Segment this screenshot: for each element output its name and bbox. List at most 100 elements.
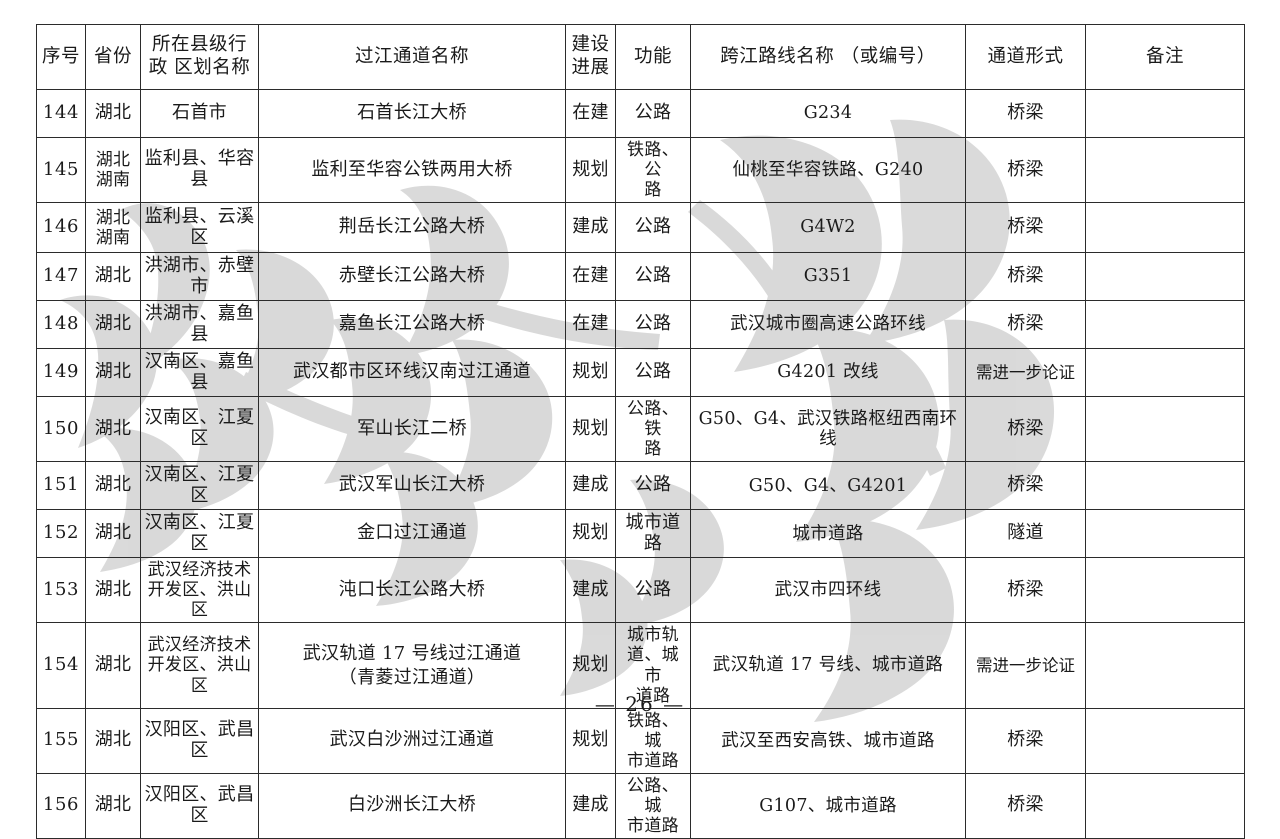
cell-form: 桥梁 bbox=[965, 461, 1086, 511]
cell-province: 湖北 湖南 bbox=[85, 136, 141, 204]
cell-progress: 规划 bbox=[565, 136, 616, 204]
cell-crossing-name: 金口过江通道 bbox=[258, 509, 566, 559]
header-progress: 建设 进展 bbox=[565, 24, 616, 90]
header-seq: 序号 bbox=[36, 24, 86, 90]
cell-progress: 规划 bbox=[565, 509, 616, 559]
cell-route: G50、G4、武汉铁路枢纽西南环线 bbox=[690, 396, 966, 463]
cell-crossing-name: 沌口长江公路大桥 bbox=[258, 557, 566, 624]
cell-remark bbox=[1085, 252, 1245, 302]
cell-progress: 规划 bbox=[565, 707, 616, 774]
cell-form: 桥梁 bbox=[965, 707, 1086, 774]
cell-crossing-name: 荆岳长江公路大桥 bbox=[258, 202, 566, 254]
header-county-line2: 区划名称 bbox=[174, 57, 251, 78]
cell-seq: 155 bbox=[36, 707, 86, 774]
cell-crossing-name: 武汉轨道 17 号线过江通道 （青菱过江通道） bbox=[258, 622, 566, 709]
table-row: 155 湖北 汉阳区、武昌区 武汉白沙洲过江通道 规划 铁路、城 市道路 武汉至西安高铁、城市… bbox=[36, 707, 1245, 774]
cell-function: 公路、城 市道路 bbox=[615, 772, 691, 839]
header-function: 功能 bbox=[615, 24, 691, 90]
cell-progress: 在建 bbox=[565, 300, 616, 350]
table-row: 146 湖北 湖南 监利县、云溪区 荆岳长江公路大桥 建成 公路 G4W2 桥梁 bbox=[36, 202, 1245, 254]
cell-route: G4201 改线 bbox=[690, 348, 966, 398]
cell-function: 公路 bbox=[615, 348, 691, 398]
cell-province: 湖北 bbox=[85, 772, 141, 839]
table-row: 144 湖北 石首市 石首长江大桥 在建 公路 G234 桥梁 bbox=[36, 89, 1245, 138]
cell-progress: 规划 bbox=[565, 396, 616, 463]
header-county-line1: 所在县级行政 bbox=[148, 34, 247, 78]
table-row: 145 湖北 湖南 监利县、华容县 监利至华容公铁两用大桥 规划 铁路、公路仙桃至华容铁路、… bbox=[36, 136, 1245, 204]
cell-province: 湖北 bbox=[85, 707, 141, 774]
cell-seq: 149 bbox=[36, 348, 86, 398]
cell-progress: 建成 bbox=[565, 772, 616, 839]
table-row: 156 湖北 汉阳区、武昌区 白沙洲长江大桥 建成 公路、城 市道路 G107、城市道路 桥梁 bbox=[36, 772, 1245, 839]
cell-remark bbox=[1085, 89, 1245, 138]
cell-province: 湖北 bbox=[85, 461, 141, 511]
cell-county: 汉南区、嘉鱼县 bbox=[140, 348, 259, 398]
table-row: 152 湖北 汉南区、江夏区 金口过江通道 规划 城市道路 城市道路 隧道 bbox=[36, 509, 1245, 559]
cell-remark bbox=[1085, 348, 1245, 398]
cell-province: 湖北 湖南 bbox=[85, 202, 141, 254]
cell-crossing-name: 军山长江二桥 bbox=[258, 396, 566, 463]
cell-form: 桥梁 bbox=[965, 252, 1086, 302]
cell-crossing-name: 石首长江大桥 bbox=[258, 89, 566, 138]
cell-form: 桥梁 bbox=[965, 557, 1086, 624]
cell-seq: 152 bbox=[36, 509, 86, 559]
cell-form: 桥梁 bbox=[965, 136, 1086, 204]
cell-county: 监利县、华容县 bbox=[140, 136, 259, 204]
cell-county: 汉南区、江夏区 bbox=[140, 396, 259, 463]
cell-progress: 建成 bbox=[565, 202, 616, 254]
cell-seq: 150 bbox=[36, 396, 86, 463]
cell-seq: 147 bbox=[36, 252, 86, 302]
cell-crossing-name: 武汉白沙洲过江通道 bbox=[258, 707, 566, 774]
cell-province: 湖北 bbox=[85, 300, 141, 350]
cell-seq: 154 bbox=[36, 622, 86, 709]
header-county: 所在县级行政 区划名称 bbox=[140, 24, 259, 90]
cell-form: 需进一步论证 bbox=[965, 348, 1086, 398]
header-route-line2: （或编号） bbox=[840, 45, 936, 67]
cell-route: 武汉市四环线 bbox=[690, 557, 966, 624]
cell-remark bbox=[1085, 707, 1245, 774]
cell-route: 城市道路 bbox=[690, 509, 966, 559]
cell-form: 桥梁 bbox=[965, 300, 1086, 350]
cell-remark bbox=[1085, 300, 1245, 350]
cell-seq: 145 bbox=[36, 136, 86, 204]
cell-remark bbox=[1085, 202, 1245, 254]
cell-remark bbox=[1085, 557, 1245, 624]
header-progress-line2: 进展 bbox=[571, 57, 610, 78]
cell-county: 汉南区、江夏区 bbox=[140, 509, 259, 559]
table-row: 148 湖北 洪湖市、嘉鱼县 嘉鱼长江公路大桥 在建 公路 武汉城市圈高速公路环线 桥梁 bbox=[36, 300, 1245, 350]
cell-progress: 规划 bbox=[565, 348, 616, 398]
cell-form: 桥梁 bbox=[965, 772, 1086, 839]
table-row: 151 湖北 汉南区、江夏区 武汉军山长江大桥 建成 公路 G50、G4、G4201 桥梁 bbox=[36, 461, 1245, 511]
cell-route: G50、G4、G4201 bbox=[690, 461, 966, 511]
cell-seq: 151 bbox=[36, 461, 86, 511]
cell-remark bbox=[1085, 396, 1245, 463]
cell-function: 公路 bbox=[615, 89, 691, 138]
table-body: 144 湖北 石首市 石首长江大桥 在建 公路 G234 桥梁 145 湖北 湖南 监利县、华容县 监利… bbox=[36, 89, 1245, 839]
cell-route: G234 bbox=[690, 89, 966, 138]
header-route-line1: 跨江路线名称 bbox=[720, 45, 835, 67]
cell-progress: 在建 bbox=[565, 252, 616, 302]
cell-route: 武汉至西安高铁、城市道路 bbox=[690, 707, 966, 774]
cell-province: 湖北 bbox=[85, 557, 141, 624]
cell-function: 铁路、城 市道路 bbox=[615, 707, 691, 774]
cell-county: 汉阳区、武昌区 bbox=[140, 707, 259, 774]
cell-seq: 146 bbox=[36, 202, 86, 254]
cell-form: 桥梁 bbox=[965, 202, 1086, 254]
cell-function: 城市道路 bbox=[615, 509, 691, 559]
river-crossing-table: 序号 省份 所在县级行政 区划名称 过江通道名称 建设 进展 功能 跨江路线名称… bbox=[36, 24, 1245, 839]
cell-county: 监利县、云溪区 bbox=[140, 202, 259, 254]
cell-province: 湖北 bbox=[85, 348, 141, 398]
cell-county: 石首市 bbox=[140, 89, 259, 138]
cell-province: 湖北 bbox=[85, 252, 141, 302]
cell-function: 铁路、公路 bbox=[615, 136, 691, 204]
page-number: — 26 — bbox=[594, 692, 686, 716]
cell-county: 汉南区、江夏区 bbox=[140, 461, 259, 511]
cell-route: G351 bbox=[690, 252, 966, 302]
header-form: 通道形式 bbox=[965, 24, 1086, 90]
cell-form: 桥梁 bbox=[965, 89, 1086, 138]
cell-route: G107、城市道路 bbox=[690, 772, 966, 839]
cell-seq: 144 bbox=[36, 89, 86, 138]
cell-seq: 156 bbox=[36, 772, 86, 839]
cell-province: 湖北 bbox=[85, 89, 141, 138]
cell-remark bbox=[1085, 772, 1245, 839]
